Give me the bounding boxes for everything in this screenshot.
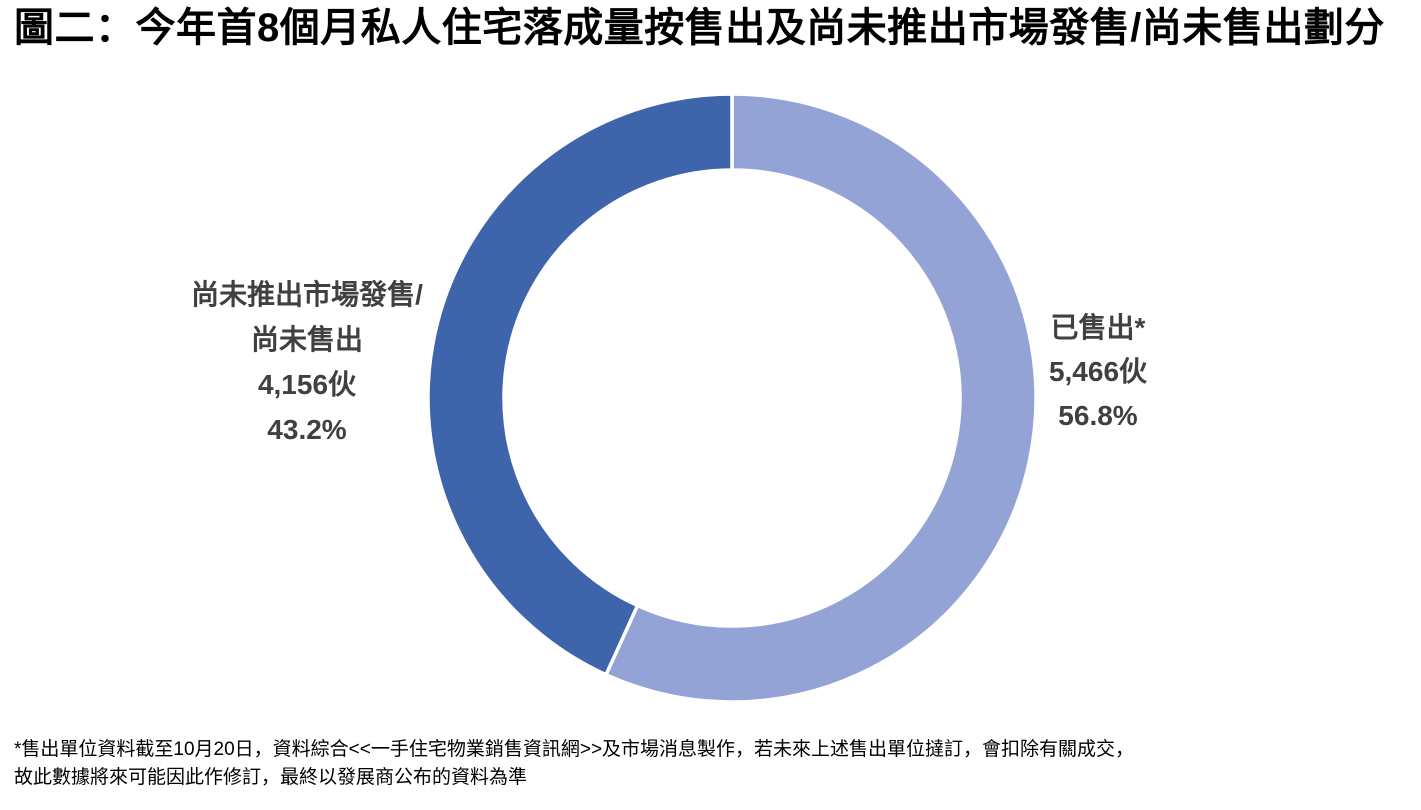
donut-slice-sold bbox=[603, 92, 1038, 704]
donut-slice-unsold bbox=[426, 92, 734, 677]
callout-unsold-units: 4,156伙 bbox=[257, 369, 357, 400]
footnote: *售出單位資料截至10月20日，資料綜合<<一手住宅物業銷售資訊網>>及市場消息… bbox=[14, 736, 1404, 792]
callout-sold-percent: 56.8% bbox=[1058, 400, 1138, 431]
chart-title: 圖二：今年首8個月私人住宅落成量按售出及尚未推出市場發售/尚未售出劃分 bbox=[14, 6, 1385, 50]
callout-unsold: 尚未推出市場發售/ 尚未售出 4,156伙 43.2% bbox=[152, 272, 462, 452]
callout-sold-label: 已售出* bbox=[1050, 312, 1146, 343]
callout-sold-units: 5,466伙 bbox=[1048, 356, 1148, 387]
callout-unsold-percent: 43.2% bbox=[267, 414, 347, 445]
callout-unsold-line1: 尚未推出市場發售/ bbox=[191, 279, 423, 310]
callout-sold: 已售出* 5,466伙 56.8% bbox=[983, 306, 1213, 438]
callout-unsold-line2: 尚未售出 bbox=[250, 324, 363, 355]
footnote-line2: 故此數據將來可能因此作修訂，最終以發展商公布的資料為準 bbox=[14, 767, 528, 788]
footnote-line1: *售出單位資料截至10月20日，資料綜合<<一手住宅物業銷售資訊網>>及市場消息… bbox=[14, 739, 1135, 760]
